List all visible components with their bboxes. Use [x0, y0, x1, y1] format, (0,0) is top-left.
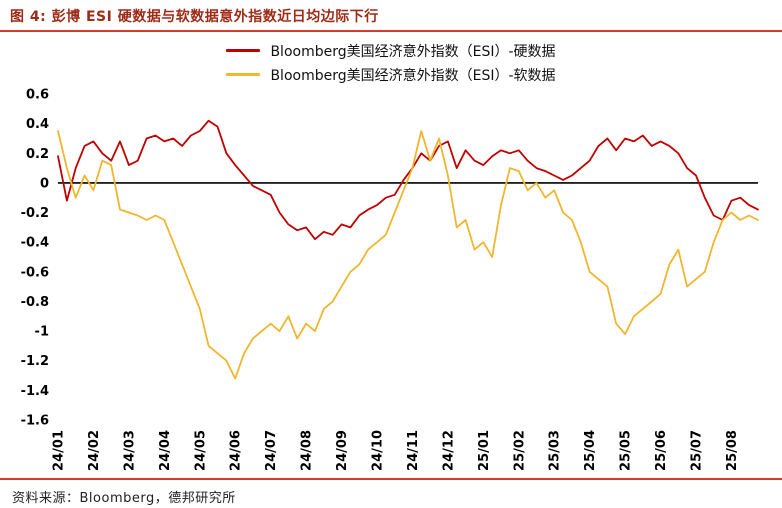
svg-text:24/09: 24/09	[335, 430, 350, 471]
svg-text:24/01: 24/01	[52, 430, 67, 471]
source-note: 资料来源：Bloomberg，德邦研究所	[0, 480, 782, 508]
svg-text:25/08: 25/08	[725, 430, 740, 471]
svg-text:25/03: 25/03	[548, 430, 563, 471]
svg-text:25/05: 25/05	[619, 430, 634, 471]
svg-text:24/08: 24/08	[300, 430, 315, 471]
svg-text:24/10: 24/10	[370, 430, 385, 471]
svg-text:-1.6: -1.6	[21, 414, 49, 429]
svg-text:25/07: 25/07	[689, 430, 704, 471]
figure-title: 图 4: 彭博 ESI 硬数据与软数据意外指数近日均边际下行	[0, 0, 782, 30]
svg-text:-1: -1	[35, 325, 49, 340]
svg-text:24/02: 24/02	[87, 430, 102, 471]
svg-text:24/12: 24/12	[441, 430, 456, 471]
svg-text:24/04: 24/04	[158, 430, 173, 471]
legend-swatch-soft-data	[226, 73, 261, 76]
svg-text:0: 0	[40, 176, 49, 191]
svg-text:-1.2: -1.2	[21, 354, 49, 369]
svg-text:25/02: 25/02	[512, 430, 527, 471]
figure-title-text: 图 4: 彭博 ESI 硬数据与软数据意外指数近日均边际下行	[10, 9, 379, 25]
svg-text:0.2: 0.2	[26, 147, 49, 162]
title-divider	[0, 30, 782, 32]
svg-text:-0.2: -0.2	[21, 206, 49, 221]
svg-text:24/06: 24/06	[229, 430, 244, 471]
svg-text:0.4: 0.4	[26, 117, 49, 132]
svg-text:24/07: 24/07	[264, 430, 279, 471]
svg-text:25/04: 25/04	[583, 430, 598, 471]
svg-text:-0.4: -0.4	[21, 236, 49, 251]
legend-swatch-hard-data	[226, 49, 261, 52]
svg-text:24/05: 24/05	[193, 430, 208, 471]
svg-text:24/03: 24/03	[122, 430, 137, 471]
svg-text:25/06: 25/06	[654, 430, 669, 471]
svg-text:24/11: 24/11	[406, 430, 421, 471]
legend-item-soft-data: Bloomberg美国经济意外指数（ESI）-软数据	[226, 64, 556, 85]
legend-label-soft-data: Bloomberg美国经济意外指数（ESI）-软数据	[270, 67, 556, 84]
svg-text:25/01: 25/01	[477, 430, 492, 471]
legend-label-hard-data: Bloomberg美国经济意外指数（ESI）-硬数据	[270, 43, 556, 60]
svg-text:-0.8: -0.8	[21, 295, 49, 310]
legend-item-hard-data: Bloomberg美国经济意外指数（ESI）-硬数据	[226, 40, 556, 61]
footer-top-divider	[0, 478, 782, 480]
svg-text:-1.4: -1.4	[21, 384, 49, 399]
chart-area: Bloomberg美国经济意外指数（ESI）-硬数据 Bloomberg美国经济…	[0, 37, 782, 478]
chart-legend: Bloomberg美国经济意外指数（ESI）-硬数据 Bloomberg美国经济…	[226, 37, 556, 88]
svg-text:0.6: 0.6	[26, 88, 49, 103]
line-chart: 0.6 0.4 0.2 0 -0.2 -0.4 -0.6 -0.8 -1 -1.2 -1.4 -1.6…	[21, 88, 759, 471]
svg-text:-0.6: -0.6	[21, 265, 49, 280]
source-text: 资料来源：Bloomberg，德邦研究所	[12, 490, 236, 506]
